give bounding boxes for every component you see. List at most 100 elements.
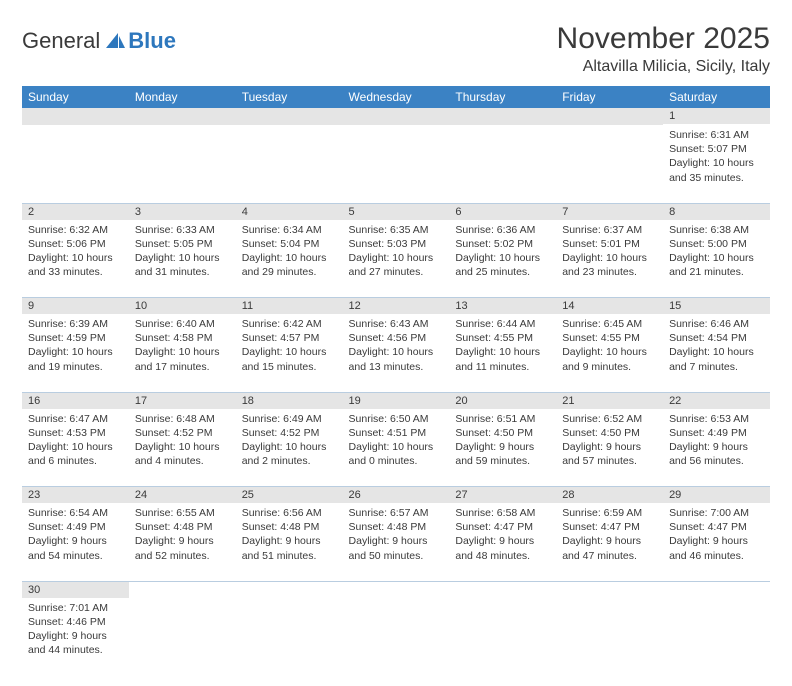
calendar-body: 1Sunrise: 6:31 AMSunset: 5:07 PMDaylight… bbox=[22, 108, 770, 676]
day-cell-num: 27 bbox=[449, 487, 556, 504]
day-cell bbox=[449, 125, 556, 203]
day-cell: Sunrise: 6:39 AMSunset: 4:59 PMDaylight:… bbox=[22, 314, 129, 392]
day-cell-num bbox=[22, 108, 129, 125]
day-cell-num bbox=[129, 108, 236, 125]
week-row: Sunrise: 6:54 AMSunset: 4:49 PMDaylight:… bbox=[22, 503, 770, 581]
day-number: 21 bbox=[556, 393, 663, 409]
day-cell: Sunrise: 6:56 AMSunset: 4:48 PMDaylight:… bbox=[236, 503, 343, 581]
day-number: 13 bbox=[449, 298, 556, 314]
day-cell: Sunrise: 6:42 AMSunset: 4:57 PMDaylight:… bbox=[236, 314, 343, 392]
day-cell: Sunrise: 6:43 AMSunset: 4:56 PMDaylight:… bbox=[343, 314, 450, 392]
day-cell bbox=[129, 125, 236, 203]
day-content: Sunrise: 7:01 AMSunset: 4:46 PMDaylight:… bbox=[22, 598, 129, 662]
day-cell bbox=[556, 125, 663, 203]
day-cell: Sunrise: 6:34 AMSunset: 5:04 PMDaylight:… bbox=[236, 220, 343, 298]
day-cell-num: 29 bbox=[663, 487, 770, 504]
day-cell: Sunrise: 6:58 AMSunset: 4:47 PMDaylight:… bbox=[449, 503, 556, 581]
logo-text-1: General bbox=[22, 28, 100, 54]
day-cell-num: 15 bbox=[663, 298, 770, 315]
day-cell: Sunrise: 6:33 AMSunset: 5:05 PMDaylight:… bbox=[129, 220, 236, 298]
day-cell-num: 25 bbox=[236, 487, 343, 504]
day-content: Sunrise: 6:31 AMSunset: 5:07 PMDaylight:… bbox=[663, 125, 770, 189]
day-number: 27 bbox=[449, 487, 556, 503]
day-cell-num: 30 bbox=[22, 581, 129, 598]
day-cell-num: 14 bbox=[556, 298, 663, 315]
day-number: 11 bbox=[236, 298, 343, 314]
month-title: November 2025 bbox=[557, 22, 770, 56]
day-cell-num bbox=[449, 581, 556, 598]
day-cell-num: 28 bbox=[556, 487, 663, 504]
day-cell: Sunrise: 6:50 AMSunset: 4:51 PMDaylight:… bbox=[343, 409, 450, 487]
day-cell bbox=[343, 598, 450, 676]
day-cell: Sunrise: 6:54 AMSunset: 4:49 PMDaylight:… bbox=[22, 503, 129, 581]
day-header-row: Sunday Monday Tuesday Wednesday Thursday… bbox=[22, 86, 770, 108]
day-cell: Sunrise: 6:59 AMSunset: 4:47 PMDaylight:… bbox=[556, 503, 663, 581]
day-cell bbox=[236, 125, 343, 203]
calendar-page: General Blue November 2025 Altavilla Mil… bbox=[0, 0, 792, 686]
empty-daynum bbox=[449, 108, 556, 125]
day-number: 17 bbox=[129, 393, 236, 409]
week-row: Sunrise: 6:31 AMSunset: 5:07 PMDaylight:… bbox=[22, 125, 770, 203]
day-cell-num: 7 bbox=[556, 203, 663, 220]
week-row: Sunrise: 6:32 AMSunset: 5:06 PMDaylight:… bbox=[22, 220, 770, 298]
day-cell-num bbox=[343, 108, 450, 125]
day-cell-num: 20 bbox=[449, 392, 556, 409]
day-cell-num: 12 bbox=[343, 298, 450, 315]
day-cell: Sunrise: 6:52 AMSunset: 4:50 PMDaylight:… bbox=[556, 409, 663, 487]
day-cell-num: 9 bbox=[22, 298, 129, 315]
day-header: Sunday bbox=[22, 86, 129, 108]
empty-daynum bbox=[22, 108, 129, 125]
day-content: Sunrise: 6:58 AMSunset: 4:47 PMDaylight:… bbox=[449, 503, 556, 567]
day-number: 12 bbox=[343, 298, 450, 314]
location: Altavilla Milicia, Sicily, Italy bbox=[557, 58, 770, 76]
day-content: Sunrise: 6:34 AMSunset: 5:04 PMDaylight:… bbox=[236, 220, 343, 284]
day-cell-num: 18 bbox=[236, 392, 343, 409]
day-number: 6 bbox=[449, 204, 556, 220]
day-content: Sunrise: 6:43 AMSunset: 4:56 PMDaylight:… bbox=[343, 314, 450, 378]
day-cell-num bbox=[343, 581, 450, 598]
day-cell: Sunrise: 6:57 AMSunset: 4:48 PMDaylight:… bbox=[343, 503, 450, 581]
week-row: Sunrise: 6:47 AMSunset: 4:53 PMDaylight:… bbox=[22, 409, 770, 487]
day-cell-num: 26 bbox=[343, 487, 450, 504]
day-content: Sunrise: 6:55 AMSunset: 4:48 PMDaylight:… bbox=[129, 503, 236, 567]
day-content: Sunrise: 6:56 AMSunset: 4:48 PMDaylight:… bbox=[236, 503, 343, 567]
day-cell-num: 21 bbox=[556, 392, 663, 409]
day-cell-num: 24 bbox=[129, 487, 236, 504]
day-cell: Sunrise: 6:51 AMSunset: 4:50 PMDaylight:… bbox=[449, 409, 556, 487]
day-cell: Sunrise: 6:47 AMSunset: 4:53 PMDaylight:… bbox=[22, 409, 129, 487]
day-number: 16 bbox=[22, 393, 129, 409]
day-number: 25 bbox=[236, 487, 343, 503]
day-content: Sunrise: 6:46 AMSunset: 4:54 PMDaylight:… bbox=[663, 314, 770, 378]
day-content: Sunrise: 6:37 AMSunset: 5:01 PMDaylight:… bbox=[556, 220, 663, 284]
day-number: 15 bbox=[663, 298, 770, 314]
day-cell: Sunrise: 7:01 AMSunset: 4:46 PMDaylight:… bbox=[22, 598, 129, 676]
day-number: 20 bbox=[449, 393, 556, 409]
day-cell-num bbox=[556, 108, 663, 125]
day-content: Sunrise: 6:35 AMSunset: 5:03 PMDaylight:… bbox=[343, 220, 450, 284]
day-content: Sunrise: 6:44 AMSunset: 4:55 PMDaylight:… bbox=[449, 314, 556, 378]
day-number: 30 bbox=[22, 582, 129, 598]
day-cell: Sunrise: 6:40 AMSunset: 4:58 PMDaylight:… bbox=[129, 314, 236, 392]
day-number: 29 bbox=[663, 487, 770, 503]
day-content: Sunrise: 6:32 AMSunset: 5:06 PMDaylight:… bbox=[22, 220, 129, 284]
day-content: Sunrise: 6:42 AMSunset: 4:57 PMDaylight:… bbox=[236, 314, 343, 378]
day-content: Sunrise: 7:00 AMSunset: 4:47 PMDaylight:… bbox=[663, 503, 770, 567]
empty-daynum bbox=[556, 108, 663, 125]
day-content: Sunrise: 6:52 AMSunset: 4:50 PMDaylight:… bbox=[556, 409, 663, 473]
daynum-row: 2345678 bbox=[22, 203, 770, 220]
day-cell-num bbox=[129, 581, 236, 598]
day-cell-num bbox=[556, 581, 663, 598]
day-cell-num bbox=[236, 581, 343, 598]
daynum-row: 30 bbox=[22, 581, 770, 598]
day-cell-num: 2 bbox=[22, 203, 129, 220]
daynum-row: 1 bbox=[22, 108, 770, 125]
day-number: 3 bbox=[129, 204, 236, 220]
day-cell: Sunrise: 6:48 AMSunset: 4:52 PMDaylight:… bbox=[129, 409, 236, 487]
day-cell-num: 11 bbox=[236, 298, 343, 315]
day-number: 23 bbox=[22, 487, 129, 503]
day-number: 28 bbox=[556, 487, 663, 503]
logo: General Blue bbox=[22, 22, 176, 54]
daynum-row: 9101112131415 bbox=[22, 298, 770, 315]
day-cell: Sunrise: 6:37 AMSunset: 5:01 PMDaylight:… bbox=[556, 220, 663, 298]
day-header: Monday bbox=[129, 86, 236, 108]
